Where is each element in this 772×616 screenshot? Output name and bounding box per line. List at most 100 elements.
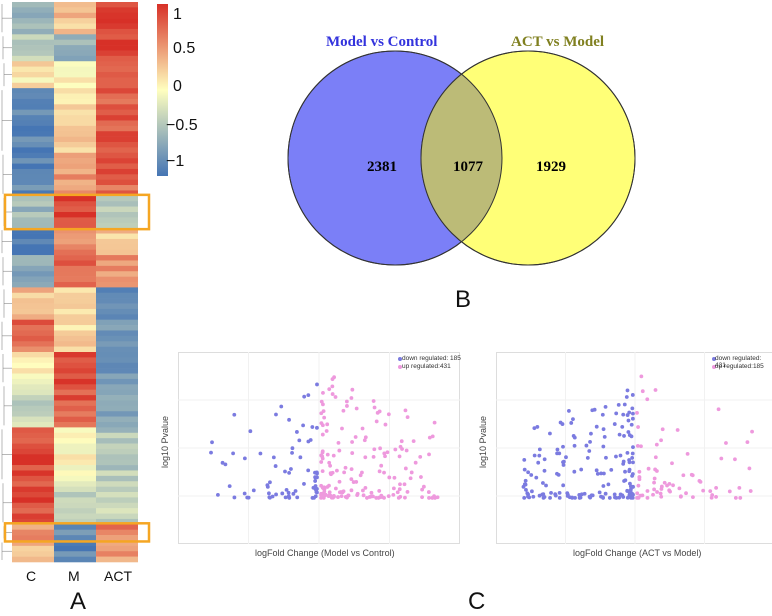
heatmap-cell — [54, 56, 96, 62]
volcano-point-up — [393, 476, 397, 480]
heatmap-cell — [12, 217, 54, 223]
volcano-point-up — [370, 491, 374, 495]
heatmap-cell — [96, 142, 138, 148]
heatmap-cell — [12, 524, 54, 530]
heatmap-cell — [12, 244, 54, 250]
volcano-point-up — [342, 470, 346, 474]
heatmap-cell — [12, 497, 54, 503]
volcano-point-down — [233, 496, 237, 500]
volcano-point-down — [623, 470, 627, 474]
volcano-point-up — [748, 467, 752, 471]
volcano-point-down — [578, 496, 582, 500]
volcano-point-down — [604, 405, 608, 409]
heatmap-cell — [12, 207, 54, 213]
volcano-point-down — [524, 488, 528, 492]
volcano-point-down — [314, 490, 318, 494]
volcano-point-up — [321, 391, 325, 395]
heatmap-cell — [96, 196, 138, 202]
volcano-point-up — [684, 491, 688, 495]
volcano-point-down — [601, 445, 605, 449]
volcano-point-down — [604, 492, 608, 496]
volcano-point-up — [420, 495, 424, 499]
heatmap-cell — [96, 40, 138, 46]
volcano-point-up — [406, 415, 410, 419]
heatmap-cell — [12, 460, 54, 466]
heatmap-cell — [54, 417, 96, 423]
volcano-point-down — [243, 492, 247, 496]
volcano-point-up — [655, 490, 659, 494]
heatmap-cell — [96, 99, 138, 105]
volcano1-legend-up: up regulated:431 — [402, 363, 451, 370]
volcano-point-down — [564, 455, 568, 459]
heatmap-cell — [96, 164, 138, 170]
heatmap-cell — [54, 470, 96, 476]
heatmap-cell — [54, 2, 96, 8]
heatmap-cell — [96, 384, 138, 390]
heatmap-cell — [54, 126, 96, 132]
volcano-point-up — [397, 496, 401, 500]
volcano-point-up — [639, 444, 643, 448]
volcano-point-down — [587, 449, 591, 453]
heatmap-cell — [96, 18, 138, 24]
volcano-point-up — [329, 471, 333, 475]
volcano-point-down — [627, 493, 631, 497]
heatmap-cell — [54, 201, 96, 207]
heatmap-cell — [54, 530, 96, 536]
volcano-point-down — [313, 486, 317, 490]
volcano-point-down — [523, 468, 527, 472]
volcano-point-up — [428, 436, 432, 440]
heatmap-cell — [96, 110, 138, 116]
volcano-point-down — [631, 460, 635, 464]
heatmap-cell — [96, 201, 138, 207]
heatmap-cell — [96, 72, 138, 78]
volcano-point-up — [652, 481, 656, 485]
volcano-point-up — [391, 493, 395, 497]
volcano-point-down — [631, 393, 635, 397]
heatmap-cell — [54, 514, 96, 520]
volcano-point-down — [626, 389, 630, 393]
heatmap-cell — [54, 341, 96, 347]
heatmap-cell — [54, 497, 96, 503]
volcano-point-down — [630, 406, 634, 410]
heatmap-cell — [96, 244, 138, 250]
volcano-point-up — [734, 496, 738, 500]
heatmap-cell — [96, 341, 138, 347]
heatmap-cell — [54, 61, 96, 67]
volcano-point-up — [355, 493, 359, 497]
venn-intersection-count: 1077 — [453, 159, 483, 176]
heatmap-cell — [54, 476, 96, 482]
volcano-point-up — [699, 480, 703, 484]
heatmap-cell — [54, 363, 96, 369]
heatmap-cell — [96, 234, 138, 240]
volcano-point-up — [412, 439, 416, 443]
volcano-point-down — [315, 470, 319, 474]
volcano-point-up — [363, 455, 367, 459]
volcano-point-down — [562, 460, 566, 464]
heatmap-cell — [12, 325, 54, 331]
heatmap-cell — [96, 250, 138, 256]
heatmap-cell — [12, 557, 54, 563]
volcano-point-down — [209, 451, 213, 455]
heatmap-cell — [12, 250, 54, 256]
colorbar-tick: −0.5 — [166, 117, 198, 135]
volcano-point-down — [617, 403, 621, 407]
volcano-point-up — [708, 489, 712, 493]
volcano-point-down — [622, 434, 626, 438]
volcano-point-down — [573, 436, 577, 440]
heatmap-cell — [96, 24, 138, 30]
heatmap-cell — [96, 13, 138, 19]
heatmap-cell — [54, 357, 96, 363]
volcano-point-down — [231, 451, 235, 455]
heatmap-cell — [96, 444, 138, 450]
heatmap-cell — [54, 400, 96, 406]
heatmap-cell — [12, 185, 54, 191]
volcano-point-down — [628, 468, 632, 472]
heatmap-cell — [54, 142, 96, 148]
heatmap-cell — [96, 88, 138, 94]
volcano-point-up — [372, 399, 376, 403]
volcano-point-down — [561, 483, 565, 487]
volcano-point-down — [599, 472, 603, 476]
heatmap-cell — [96, 476, 138, 482]
heatmap-cell — [96, 50, 138, 56]
volcano-point-up — [365, 496, 369, 500]
